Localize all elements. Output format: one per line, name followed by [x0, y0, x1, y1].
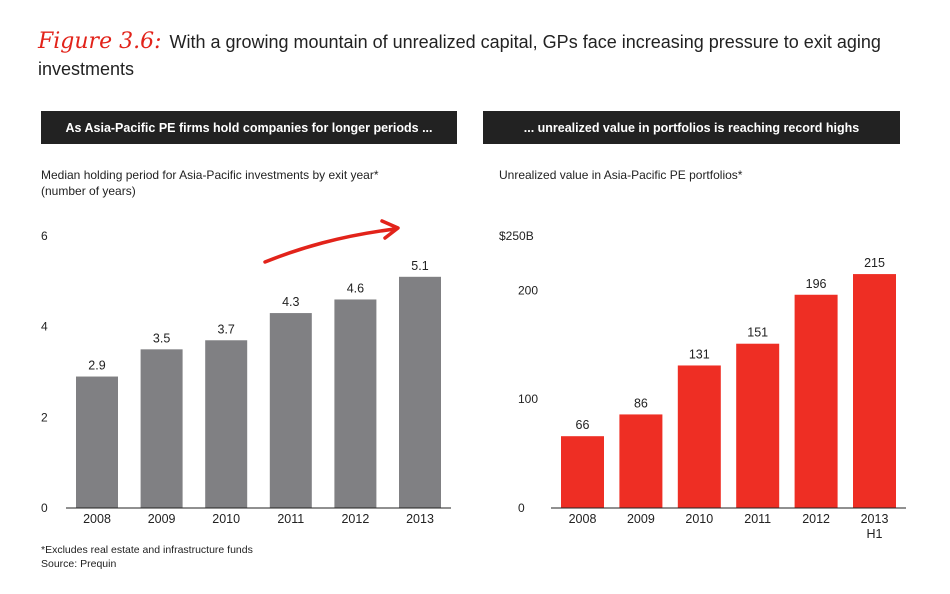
left-value-label: 4.3 — [282, 295, 299, 309]
right-bar-chart: 0 100 200 $250B 66 2008 86 2009 131 2010 151 2011 19… — [499, 229, 906, 541]
right-category-label: 2012 — [802, 512, 830, 526]
left-bar-2010 — [205, 340, 248, 508]
right-ytick-label: 0 — [518, 501, 525, 515]
left-chart-banner: As Asia-Pacific PE firms hold companies … — [41, 111, 457, 144]
left-bar-2009 — [140, 349, 183, 508]
left-value-label: 3.5 — [153, 331, 170, 345]
right-ytick-label: $250B — [499, 229, 534, 243]
left-bar-2011 — [269, 313, 312, 508]
left-ytick-label: 4 — [41, 320, 48, 334]
left-value-label: 3.7 — [218, 322, 235, 336]
right-ytick-label: 200 — [518, 283, 538, 297]
left-ytick-label: 0 — [41, 501, 48, 515]
right-value-label: 196 — [806, 277, 827, 291]
left-bar-chart: 0 2 4 6 2.9 2008 3.5 2009 3.7 2010 4.3 2011 4.6 2012 5… — [41, 229, 451, 526]
right-category-label: 2013 — [861, 512, 889, 526]
right-bar-2008 — [561, 436, 604, 508]
right-category-label: 2009 — [627, 512, 655, 526]
right-value-label: 66 — [576, 418, 590, 432]
right-category-label: 2011 — [744, 512, 771, 526]
figure-label: Figure 3.6: — [38, 29, 162, 54]
left-value-label: 4.6 — [347, 281, 364, 295]
figure-title-text: With a growing mountain of unrealized ca… — [38, 32, 881, 79]
left-chart-subtitle: Median holding period for Asia-Pacific i… — [41, 167, 379, 199]
right-chart-title: Unrealized value in Asia-Pacific PE port… — [499, 168, 743, 182]
left-chart-title: Median holding period for Asia-Pacific i… — [41, 168, 379, 182]
left-category-label: 2009 — [148, 512, 176, 526]
left-category-label: 2013 — [406, 512, 434, 526]
right-ytick-label: 100 — [518, 392, 538, 406]
right-chart-subtitle: Unrealized value in Asia-Pacific PE port… — [499, 167, 742, 183]
figure-title: Figure 3.6: With a growing mountain of un… — [38, 28, 918, 83]
right-value-label: 215 — [864, 256, 885, 270]
source-note: Source: Prequin — [41, 558, 117, 570]
right-category-label: 2010 — [685, 512, 713, 526]
left-bar-2013 — [399, 276, 441, 508]
right-chart-banner: ... unrealized value in portfolios is re… — [483, 111, 900, 144]
left-category-label: 2012 — [341, 512, 369, 526]
right-value-label: 86 — [634, 396, 648, 410]
left-ytick-label: 2 — [41, 410, 48, 424]
footnote: *Excludes real estate and infrastructure… — [41, 544, 253, 556]
left-category-label: 2011 — [277, 512, 304, 526]
right-category-label: 2008 — [569, 512, 597, 526]
right-bar-2010 — [677, 365, 721, 508]
right-bar-2009 — [619, 414, 663, 508]
left-value-label: 5.1 — [411, 259, 428, 273]
left-ytick-label: 6 — [41, 229, 48, 243]
right-value-label: 131 — [689, 347, 710, 361]
right-bar-2012 — [794, 294, 838, 508]
left-value-label: 2.9 — [88, 359, 105, 373]
left-bar-2012 — [334, 299, 377, 508]
trend-arrow-icon — [263, 219, 400, 264]
right-bar-2013 — [853, 274, 896, 508]
right-bar-2011 — [736, 343, 780, 508]
right-category-sublabel: H1 — [867, 527, 883, 541]
left-category-label: 2010 — [212, 512, 240, 526]
left-category-label: 2008 — [83, 512, 111, 526]
right-value-label: 151 — [747, 326, 768, 340]
left-chart-units: (number of years) — [41, 184, 136, 198]
left-bar-2008 — [76, 376, 118, 508]
